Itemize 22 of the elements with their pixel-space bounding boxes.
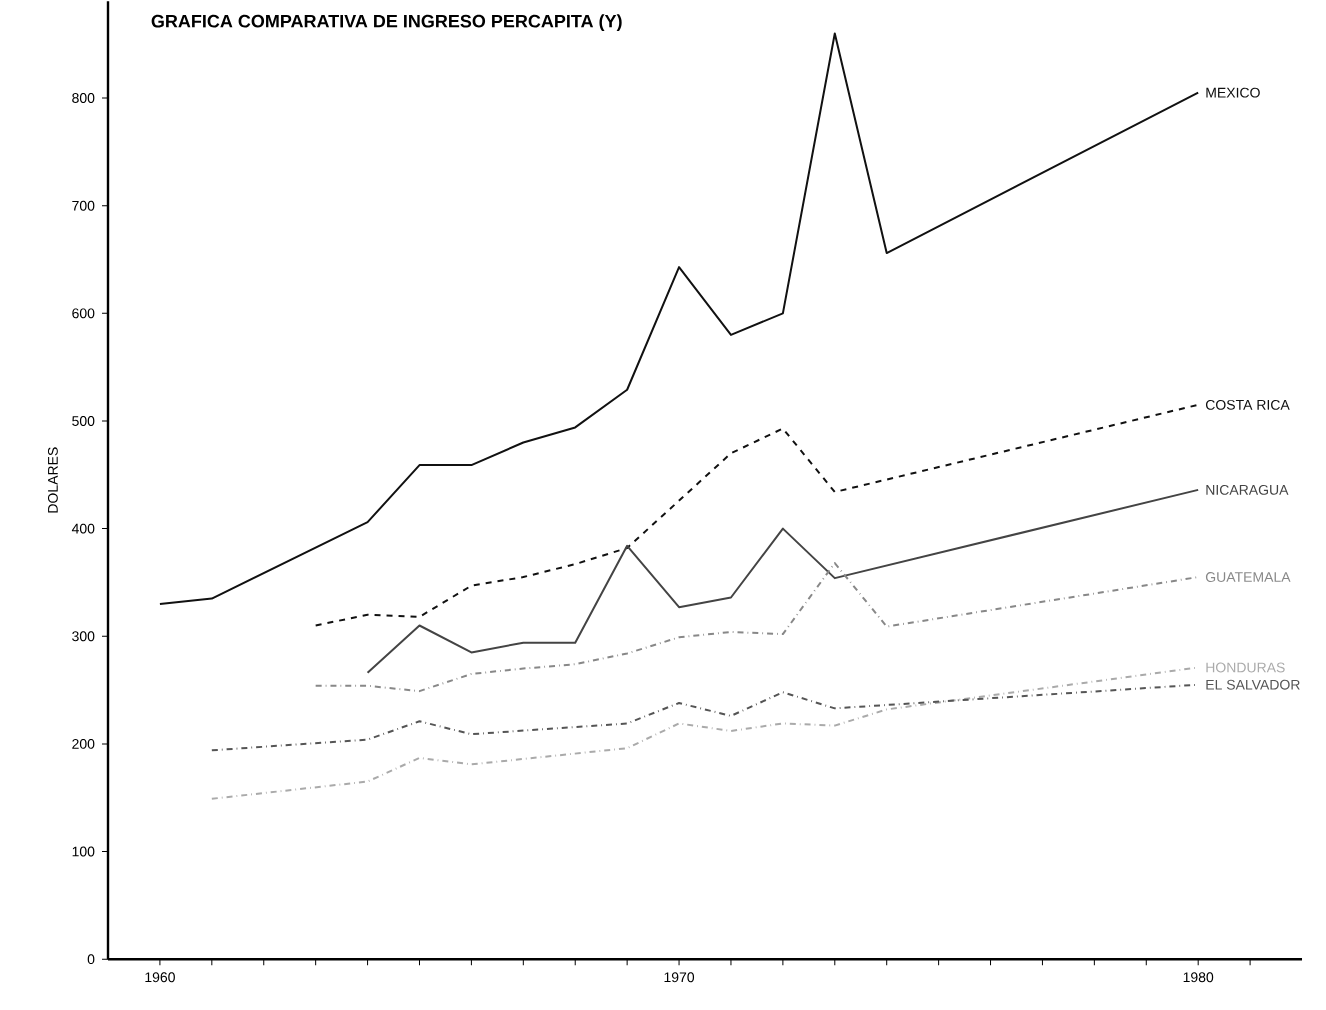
y-tick-label: 200 xyxy=(72,738,95,749)
series-label: GUATEMALA xyxy=(1205,572,1291,582)
line-series xyxy=(158,32,1200,605)
x-tick-label: 1980 xyxy=(1183,972,1214,983)
y-tick-label: 700 xyxy=(72,200,95,211)
text: GRAFICA COMPARATIVA DE INGRESO PERCAPITA (Y) xyxy=(151,14,622,32)
y-tick-label: 100 xyxy=(72,846,95,857)
line-series xyxy=(366,488,1200,674)
series-label: COSTA RICA xyxy=(1205,399,1290,410)
series-label: MEXICO xyxy=(1206,87,1260,98)
y-tick-label: 600 xyxy=(72,308,95,319)
y-tick-label: 400 xyxy=(71,523,95,534)
y-tick-label: 500 xyxy=(72,415,95,426)
series-label: EL SALVADOR xyxy=(1206,679,1300,690)
y-tick-label: 300 xyxy=(72,631,95,642)
y-tick-label: 0 xyxy=(87,954,95,965)
series-label: HONDURAS xyxy=(1206,662,1285,673)
y-tick-label: 800 xyxy=(72,93,95,103)
x-tick-label: 1970 xyxy=(664,972,695,983)
y-axis-title: DOLARES xyxy=(47,447,58,513)
series-label: NICARAGUA xyxy=(1206,484,1289,495)
x-tick-label: 1960 xyxy=(145,972,175,983)
